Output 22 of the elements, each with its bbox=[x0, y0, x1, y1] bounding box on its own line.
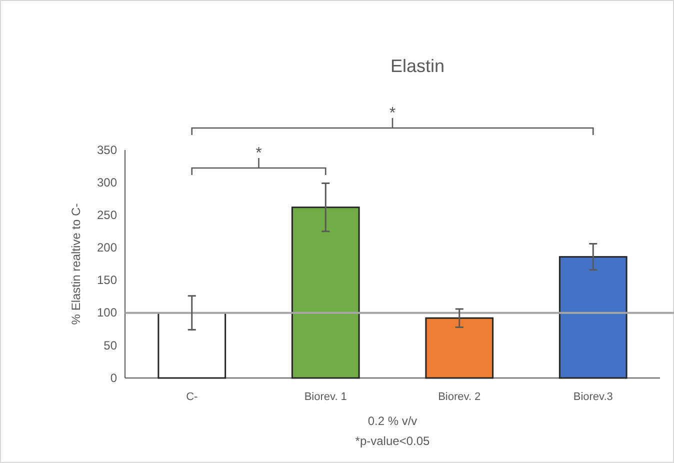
y-tick-label: 200 bbox=[96, 240, 118, 255]
bar bbox=[558, 256, 628, 379]
text: *p-value<0.05 bbox=[355, 434, 430, 448]
text: * bbox=[389, 105, 396, 122]
x-axis-title: 0.2 % v/v bbox=[368, 414, 418, 428]
y-tick-label: 100 bbox=[96, 306, 118, 320]
y-tick-label: 150 bbox=[96, 273, 118, 288]
x-tick-label: Biorev. 1 bbox=[304, 390, 347, 403]
bar bbox=[158, 312, 226, 379]
y-tick-label: 350 bbox=[96, 142, 118, 157]
y-tick-label: 0 bbox=[110, 370, 118, 385]
x-tick-label: Biorev.3 bbox=[573, 390, 613, 403]
bar bbox=[425, 317, 494, 379]
x-tick-label: Biorev. 2 bbox=[438, 390, 481, 403]
y-tick-label: 50 bbox=[104, 338, 118, 352]
bar bbox=[291, 206, 360, 379]
y-tick-label: 250 bbox=[96, 208, 118, 222]
y-tick-label: 300 bbox=[96, 175, 118, 190]
x-tick-label: C- bbox=[186, 390, 198, 403]
y-axis-title: % Elastin realtive to C- bbox=[69, 203, 83, 325]
chart-title: Elastin bbox=[390, 56, 445, 76]
annotation: * bbox=[256, 145, 262, 162]
